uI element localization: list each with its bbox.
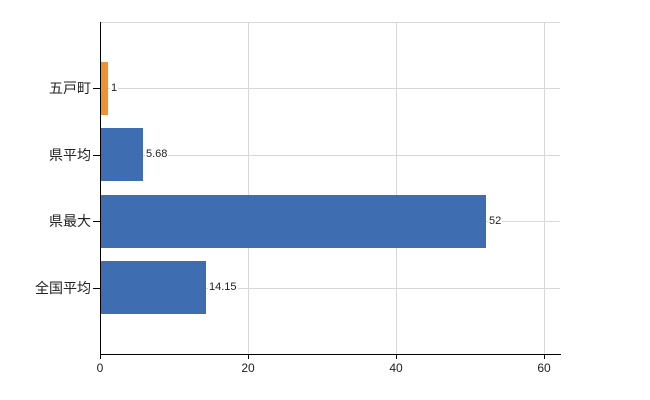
x-tick (248, 355, 249, 359)
gridline-vertical (395, 23, 397, 354)
y-tick (93, 88, 100, 89)
category-label: 県最大 (49, 213, 91, 229)
bar (101, 128, 143, 181)
bar-value-label: 14.15 (208, 281, 238, 294)
category-label: 全国平均 (35, 280, 91, 296)
category-label: 五戸町 (49, 80, 91, 96)
y-tick (93, 155, 100, 156)
x-tick-label: 20 (241, 361, 255, 375)
plot-top-border (100, 22, 560, 23)
x-tick (544, 355, 545, 359)
y-axis-line (100, 22, 101, 355)
gridline-vertical (543, 23, 545, 354)
y-tick (93, 288, 100, 289)
bar (101, 195, 486, 248)
gridline-horizontal (101, 88, 560, 89)
y-tick (93, 221, 100, 222)
category-label: 県平均 (49, 147, 91, 163)
x-tick (396, 355, 397, 359)
x-tick-label: 40 (389, 361, 403, 375)
bar-value-label: 5.68 (145, 148, 169, 161)
bar (101, 261, 206, 314)
gridline-horizontal (101, 155, 560, 156)
bar (101, 62, 108, 115)
bar-value-label: 1 (110, 82, 119, 95)
x-axis-line (100, 354, 561, 355)
x-tick (100, 355, 101, 359)
x-tick-label: 60 (537, 361, 551, 375)
x-tick-label: 0 (96, 361, 104, 375)
bar-value-label: 52 (488, 215, 503, 228)
gridline-vertical (247, 23, 249, 354)
gridline-horizontal (101, 288, 560, 289)
